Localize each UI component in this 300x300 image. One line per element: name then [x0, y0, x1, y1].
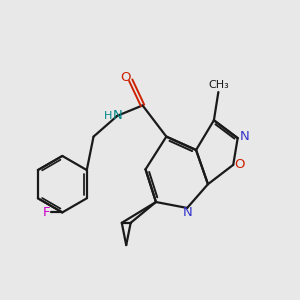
Text: O: O — [120, 71, 130, 84]
Text: N: N — [113, 109, 123, 122]
Text: F: F — [43, 206, 51, 219]
Text: N: N — [182, 206, 192, 219]
Text: CH₃: CH₃ — [208, 80, 229, 90]
Text: O: O — [235, 158, 245, 171]
Text: H: H — [104, 111, 112, 121]
Text: N: N — [239, 130, 249, 143]
